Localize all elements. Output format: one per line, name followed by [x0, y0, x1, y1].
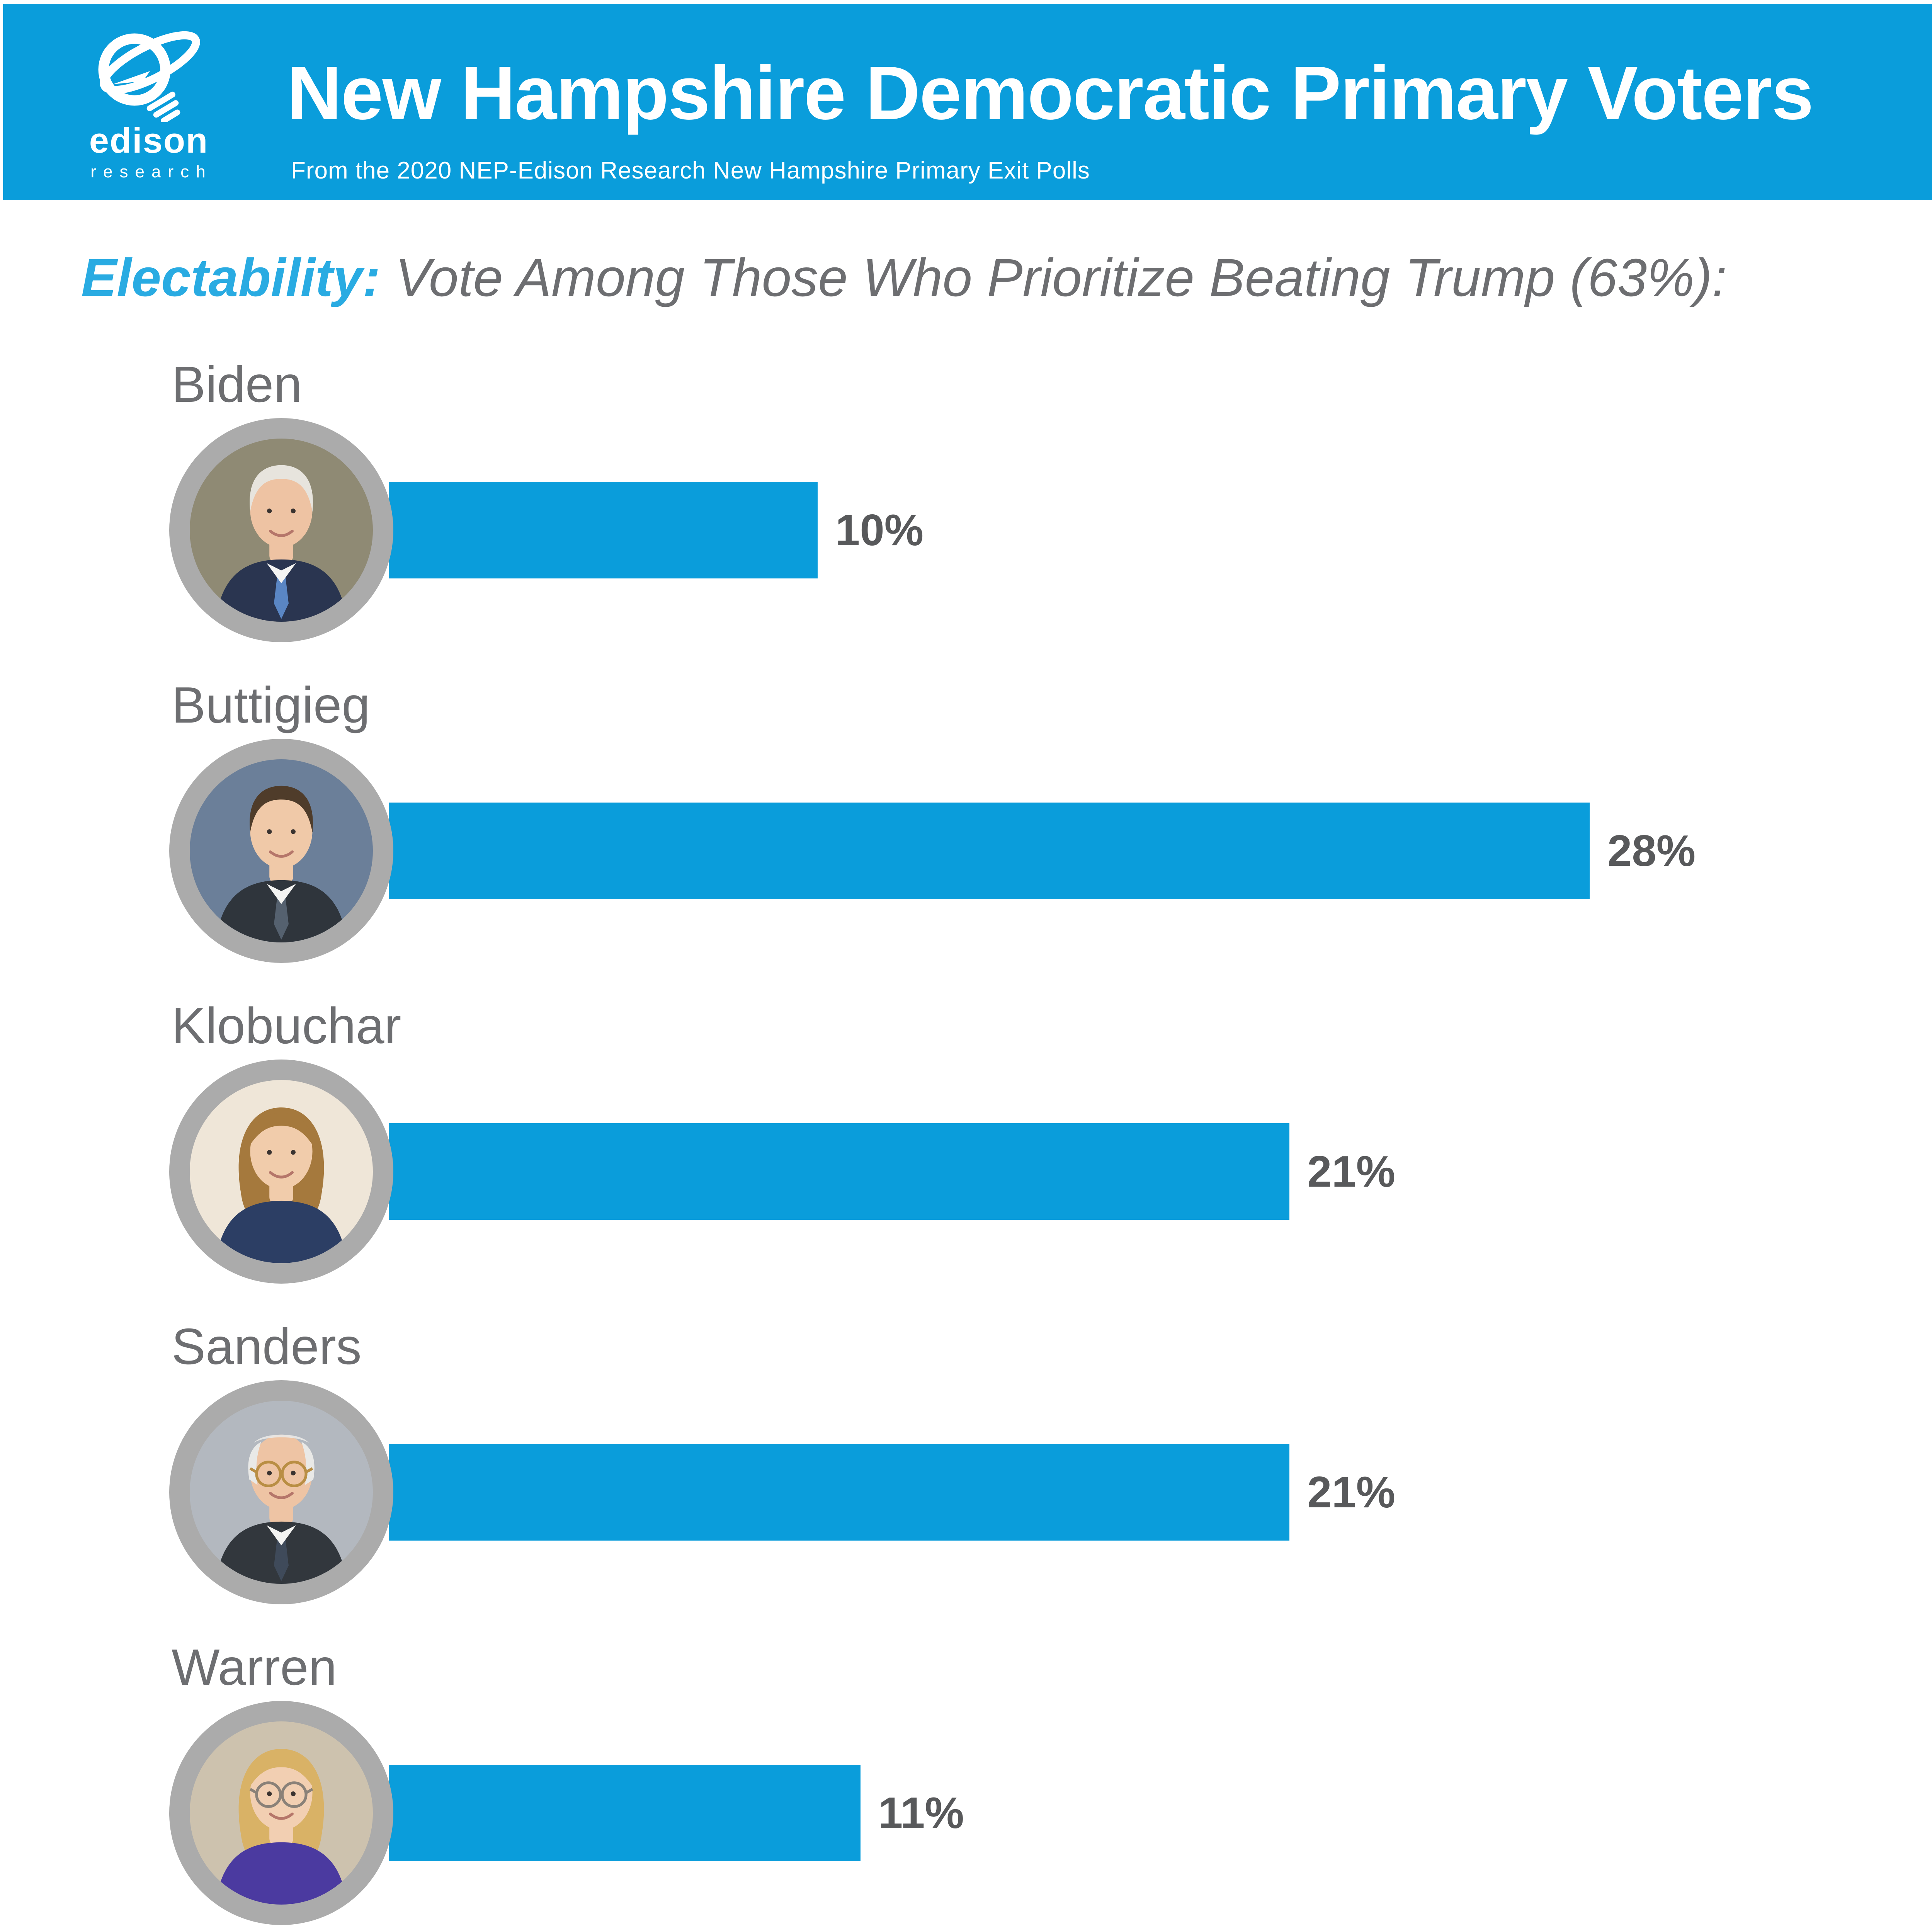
candidate-name-label: Buttigieg: [172, 677, 370, 733]
candidate-photo: [190, 1080, 373, 1263]
candidate-photo: [190, 439, 373, 622]
logo-wordmark: edison: [89, 121, 209, 160]
candidate-name-label: Warren: [172, 1639, 337, 1696]
candidate-bar-group: 21%: [169, 1060, 1932, 1284]
candidate-row: Sanders 21%: [169, 1318, 1932, 1638]
header-banner: edison research New Hampshire Democratic…: [3, 4, 1932, 200]
candidate-name-label: Sanders: [172, 1318, 362, 1375]
vote-share-value-label: 21%: [1307, 1468, 1396, 1517]
candidate-bar-group: 11%: [169, 1701, 1932, 1925]
candidate-photo: [190, 1401, 373, 1584]
page-title: New Hampshire Democratic Primary Voters: [287, 51, 1814, 135]
section-heading-lead: Electability:: [81, 248, 381, 308]
candidate-photo-ring: [169, 1380, 393, 1604]
candidate-row: Warren 11%: [169, 1638, 1932, 1932]
vote-share-value-label: 28%: [1607, 826, 1696, 876]
section-heading: Electability: Vote Among Those Who Prior…: [81, 247, 1727, 309]
vote-share-value-label: 11%: [878, 1788, 964, 1838]
candidate-bar-group: 28%: [169, 739, 1932, 963]
candidate-photo-ring: [169, 418, 393, 642]
candidate-photo: [190, 759, 373, 942]
candidate-bar-group: 21%: [169, 1380, 1932, 1604]
candidate-row: Biden 10%: [169, 355, 1932, 676]
bar-chart: Biden 10% Buttigieg 28% Klobuchar: [169, 355, 1932, 1932]
candidate-row: Klobuchar 21%: [169, 997, 1932, 1318]
edison-orbit-bulb-icon: [98, 31, 200, 122]
candidate-photo-ring: [169, 1060, 393, 1284]
candidate-photo-ring: [169, 739, 393, 963]
candidate-bar-group: 10%: [169, 418, 1932, 642]
vote-share-bar: [389, 482, 818, 578]
candidate-photo-ring: [169, 1701, 393, 1925]
vote-share-bar: [389, 803, 1590, 899]
candidate-name-label: Klobuchar: [172, 997, 401, 1054]
vote-share-value-label: 10%: [835, 505, 924, 555]
logo-sub-wordmark: research: [90, 162, 213, 181]
vote-share-value-label: 21%: [1307, 1147, 1396, 1196]
vote-share-bar: [389, 1444, 1289, 1541]
candidate-row: Buttigieg 28%: [169, 676, 1932, 997]
candidate-photo: [190, 1721, 373, 1905]
section-heading-rest: Vote Among Those Who Prioritize Beating …: [380, 248, 1727, 308]
vote-share-bar: [389, 1765, 861, 1861]
page-subtitle: From the 2020 NEP-Edison Research New Ha…: [291, 157, 1090, 184]
edison-research-logo: edison research: [85, 22, 213, 183]
candidate-name-label: Biden: [172, 356, 302, 413]
vote-share-bar: [389, 1123, 1289, 1220]
